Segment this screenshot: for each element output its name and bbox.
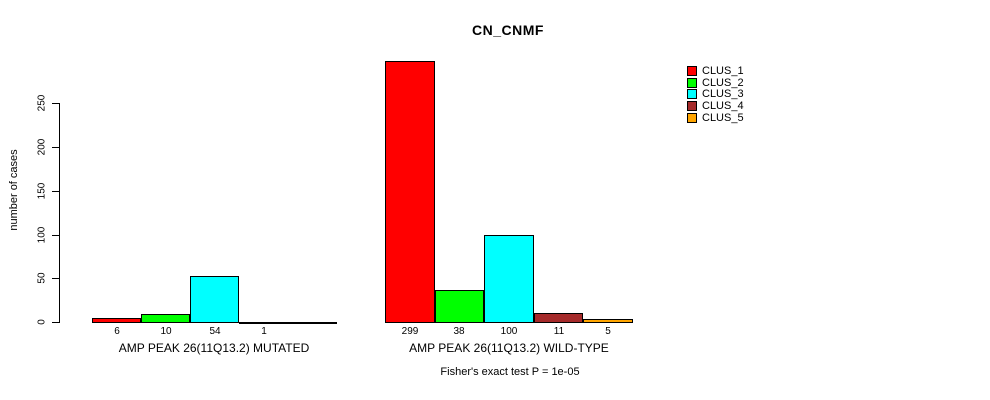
bar-clus_1-group2 (385, 61, 435, 323)
y-axis-title: number of cases (8, 149, 20, 231)
y-tick-label: 0 (36, 319, 48, 325)
legend-swatch-clus_2 (687, 78, 697, 88)
bar-count-label: 1 (261, 326, 267, 337)
bar-count-label: 11 (553, 326, 565, 337)
legend-swatch-clus_4 (687, 101, 697, 111)
y-tick-label: 100 (36, 226, 48, 244)
bar-clus_2-group2 (435, 290, 484, 323)
bar-clus_3-group2 (484, 235, 534, 323)
bar-count-label: 100 (500, 326, 518, 337)
group-label-wild-type: AMP PEAK 26(11Q13.2) WILD-TYPE (409, 341, 609, 355)
fisher-test-caption: Fisher's exact test P = 1e-05 (440, 366, 580, 378)
y-tick (52, 322, 59, 323)
legend-label: CLUS_2 (702, 77, 744, 89)
y-tick (52, 191, 59, 192)
legend-label: CLUS_3 (702, 88, 744, 100)
legend-label: CLUS_4 (702, 100, 744, 112)
y-tick-label: 150 (36, 182, 48, 200)
bar-count-label: 299 (401, 326, 419, 337)
bar-clus_4-group2 (534, 313, 583, 323)
legend-label: CLUS_5 (702, 112, 744, 124)
y-axis-line (59, 103, 60, 323)
bar-clus_4-group1 (239, 322, 288, 324)
bar-count-label: 38 (453, 326, 465, 337)
legend-swatch-clus_1 (687, 66, 697, 76)
chart-title: CN_CNMF (472, 22, 544, 38)
legend-label: CLUS_1 (702, 65, 744, 77)
y-tick (52, 278, 59, 279)
legend-swatch-clus_5 (687, 113, 697, 123)
bar-count-label: 10 (160, 326, 172, 337)
group-label-mutated: AMP PEAK 26(11Q13.2) MUTATED (118, 341, 310, 355)
bar-clus_5-group2 (583, 319, 633, 323)
y-tick-label: 200 (36, 138, 48, 156)
bar-count-label: 6 (114, 326, 120, 337)
bar-clus_1-group1 (92, 318, 141, 323)
bar-clus_2-group1 (141, 314, 190, 323)
bar-count-label: 54 (209, 326, 221, 337)
y-tick (52, 235, 59, 236)
bar-clus_3-group1 (190, 276, 239, 323)
legend-swatch-clus_3 (687, 89, 697, 99)
y-tick-label: 50 (36, 272, 48, 284)
bar-count-label: 5 (605, 326, 611, 337)
y-tick (52, 147, 59, 148)
y-tick-label: 250 (36, 94, 48, 112)
bar-clus_5-group1 (288, 322, 337, 324)
y-tick (52, 103, 59, 104)
